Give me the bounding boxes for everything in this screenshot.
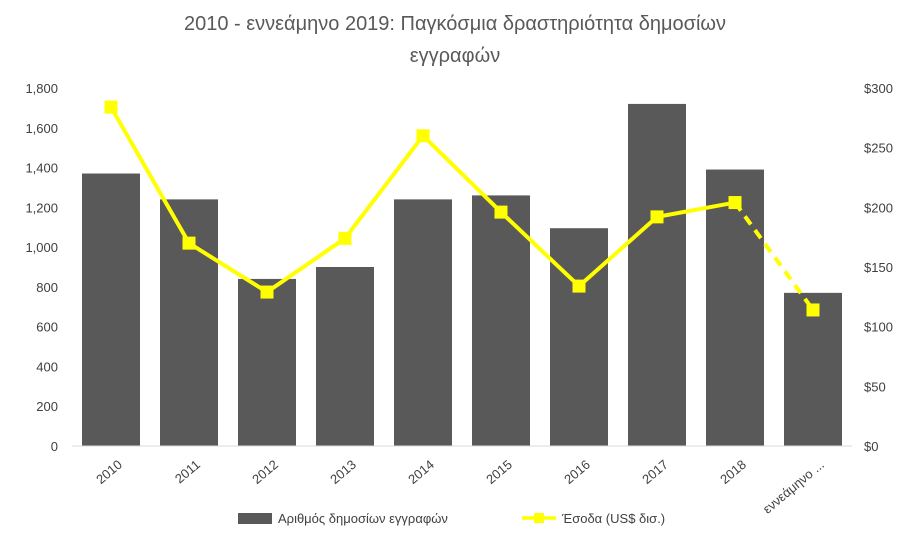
legend-bar-swatch (238, 513, 272, 524)
y-axis-left: 0 200 400 600 800 1,000 1,200 1,400 1,600 1,800 (25, 81, 58, 454)
y-left-tick-label: 1,200 (25, 200, 58, 215)
x-tick-label: 2012 (249, 457, 281, 487)
bar (628, 103, 686, 447)
legend-line-marker (534, 513, 544, 523)
y-right-tick-label: $250 (864, 141, 893, 156)
y-axis-right: $0 $50 $100 $150 $200 $250 $300 (864, 81, 893, 454)
line-marker (728, 196, 742, 210)
y-right-tick-label: $300 (864, 81, 893, 96)
x-tick-label: 2014 (405, 457, 437, 487)
line-marker (416, 129, 430, 143)
bar-series (82, 103, 842, 447)
legend: Αριθμός δημοσίων εγγραφών Έσοδα (US$ δισ… (238, 511, 665, 526)
y-left-tick-label: 0 (51, 439, 58, 454)
y-left-tick-label: 200 (36, 399, 58, 414)
line-marker (338, 231, 352, 245)
line-marker (260, 285, 274, 299)
line-marker (572, 279, 586, 293)
x-tick-label: 2017 (639, 457, 671, 487)
x-tick-label: εννεάμηνο ... (760, 457, 827, 517)
bar (550, 228, 608, 446)
bar (160, 199, 218, 446)
bar (472, 195, 530, 446)
y-left-tick-label: 1,600 (25, 121, 58, 136)
bar (394, 199, 452, 446)
bar (784, 292, 842, 446)
chart-title-line-1: 2010 - εννεάμηνο 2019: Παγκόσμια δραστηρ… (184, 13, 726, 35)
y-left-tick-label: 600 (36, 320, 58, 335)
bar (238, 278, 296, 446)
y-right-tick-label: $50 (864, 379, 886, 394)
x-tick-label: 2015 (483, 457, 515, 487)
y-left-tick-label: 800 (36, 280, 58, 295)
line-marker (650, 210, 664, 224)
y-left-tick-label: 1,000 (25, 240, 58, 255)
y-right-tick-label: $100 (864, 320, 893, 335)
legend-bar-label: Αριθμός δημοσίων εγγραφών (278, 511, 448, 526)
legend-line-label: Έσοδα (US$ δισ.) (561, 511, 665, 526)
bar (316, 267, 374, 446)
y-right-tick-label: $200 (864, 200, 893, 215)
line-marker (806, 303, 820, 317)
x-tick-label: 2010 (93, 457, 125, 487)
line-marker (494, 205, 508, 219)
x-axis: 2010 2011 2012 2013 2014 2015 2016 2017 2018 εννε… (93, 457, 827, 517)
y-left-tick-label: 400 (36, 359, 58, 374)
line-marker (182, 236, 196, 250)
y-left-tick-label: 1,800 (25, 81, 58, 96)
bar (82, 173, 140, 446)
x-tick-label: 2016 (561, 457, 593, 487)
y-right-tick-label: $150 (864, 260, 893, 275)
x-tick-label: 2013 (327, 457, 359, 487)
line-marker (104, 100, 118, 114)
y-left-tick-label: 1,400 (25, 161, 58, 176)
y-right-tick-label: $0 (864, 439, 878, 454)
line-series (104, 100, 820, 317)
chart-title-line-2: εγγραφών (410, 45, 500, 67)
x-tick-label: 2011 (172, 457, 203, 486)
bar (706, 169, 764, 447)
line-series-dashed-segment (733, 201, 815, 312)
x-tick-label: 2018 (717, 457, 749, 487)
